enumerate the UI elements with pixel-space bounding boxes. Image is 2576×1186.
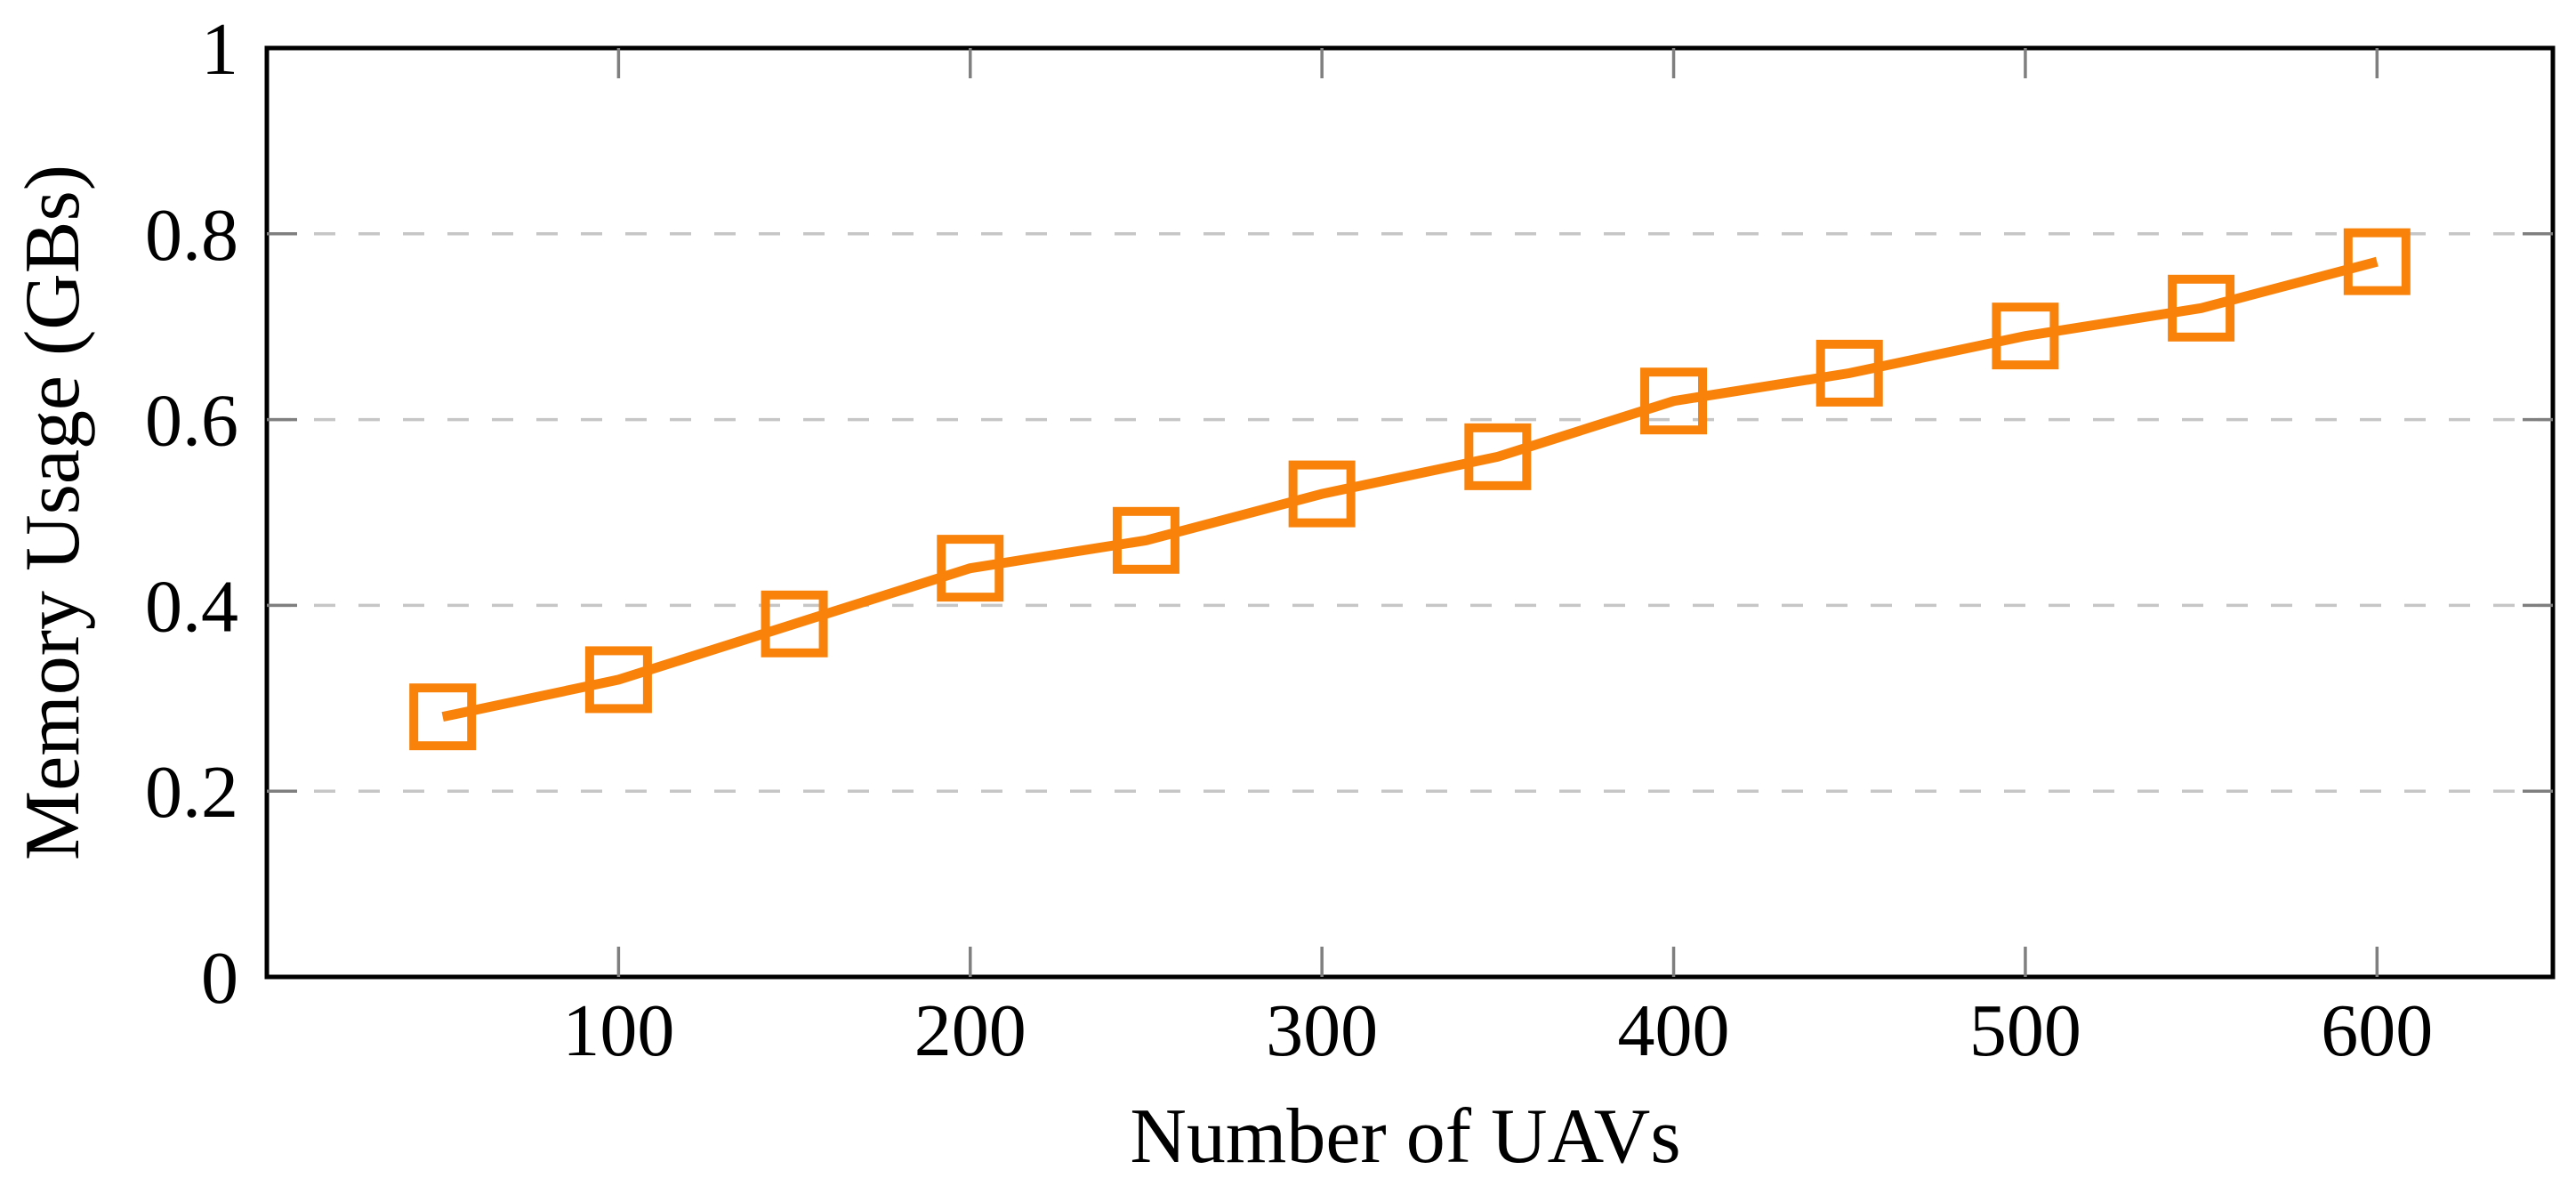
y-tick-label: 0.8: [145, 194, 238, 277]
series-marker: [2343, 228, 2411, 295]
series-marker: [1112, 506, 1179, 574]
series-marker: [1464, 423, 1532, 490]
series-marker: [1288, 460, 1356, 528]
series-marker: [1992, 303, 2059, 370]
series-marker: [1640, 367, 1708, 435]
x-tick-label: 200: [914, 989, 1026, 1072]
plot-frame: [264, 45, 2556, 980]
series-marker: [1815, 339, 1883, 407]
x-tick-label: 100: [562, 989, 674, 1072]
y-tick-label: 1: [201, 8, 238, 91]
series-marker: [409, 683, 477, 751]
series-marker: [2168, 274, 2235, 342]
axis-ticks: [267, 48, 2553, 977]
series-line: [441, 256, 2379, 722]
x-tick-labels: 100 200 300 400 500 600: [562, 989, 2433, 1072]
x-tick-label: 600: [2321, 989, 2433, 1072]
data-series: [409, 228, 2411, 751]
x-tick-label: 400: [1618, 989, 1730, 1072]
y-tick-label: 0.2: [145, 751, 238, 834]
y-axis-label: Memory Usage (GBs): [10, 165, 96, 860]
series-marker: [937, 535, 1004, 602]
x-axis-label: Number of UAVs: [1130, 1093, 1680, 1180]
series-marker: [584, 646, 652, 714]
series-marker: [761, 590, 828, 658]
x-tick-label: 300: [1266, 989, 1378, 1072]
y-tick-label: 0: [201, 937, 238, 1020]
y-tick-label: 0.6: [145, 380, 238, 463]
y-tick-labels: 0 0.2 0.4 0.6 0.8 1: [145, 8, 238, 1020]
x-tick-label: 500: [1969, 989, 2081, 1072]
y-tick-label: 0.4: [145, 565, 238, 648]
